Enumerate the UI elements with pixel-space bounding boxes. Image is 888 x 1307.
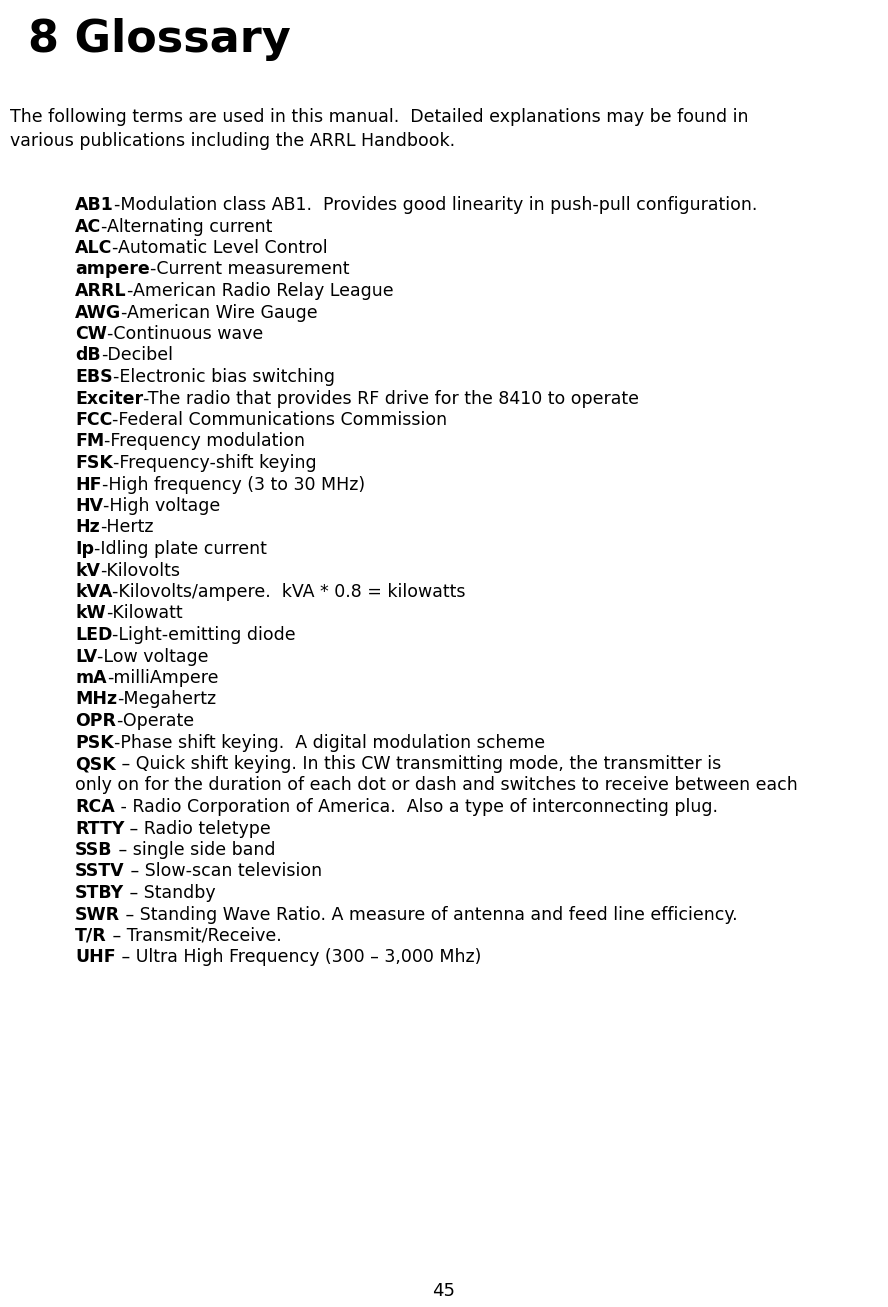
- Text: -Kilowatt: -Kilowatt: [106, 605, 182, 622]
- Text: Hz: Hz: [75, 519, 99, 536]
- Text: kVA: kVA: [75, 583, 113, 601]
- Text: CW: CW: [75, 325, 107, 342]
- Text: -Low voltage: -Low voltage: [98, 647, 209, 665]
- Text: -High voltage: -High voltage: [103, 497, 220, 515]
- Text: HF: HF: [75, 476, 101, 494]
- Text: -The radio that provides RF drive for the 8410 to operate: -The radio that provides RF drive for th…: [143, 389, 639, 408]
- Text: -Hertz: -Hertz: [99, 519, 154, 536]
- Text: T/R: T/R: [75, 927, 107, 945]
- Text: -American Radio Relay League: -American Radio Relay League: [127, 282, 393, 301]
- Text: -milliAmpere: -milliAmpere: [107, 669, 218, 687]
- Text: FSK: FSK: [75, 454, 113, 472]
- Text: OPR: OPR: [75, 712, 116, 731]
- Text: RTTY: RTTY: [75, 819, 124, 838]
- Text: -Frequency modulation: -Frequency modulation: [104, 433, 305, 451]
- Text: – Slow-scan television: – Slow-scan television: [124, 863, 321, 881]
- Text: ARRL: ARRL: [75, 282, 127, 301]
- Text: FCC: FCC: [75, 410, 113, 429]
- Text: -Modulation class AB1.  Provides good linearity in push-pull configuration.: -Modulation class AB1. Provides good lin…: [114, 196, 757, 214]
- Text: -Current measurement: -Current measurement: [150, 260, 349, 278]
- Text: – single side band: – single side band: [113, 840, 275, 859]
- Text: kW: kW: [75, 605, 106, 622]
- Text: mA: mA: [75, 669, 107, 687]
- Text: – Quick shift keying. In this CW transmitting mode, the transmitter is: – Quick shift keying. In this CW transmi…: [115, 755, 721, 772]
- Text: -Automatic Level Control: -Automatic Level Control: [113, 239, 328, 257]
- Text: HV: HV: [75, 497, 103, 515]
- Text: ampere: ampere: [75, 260, 150, 278]
- Text: QSK: QSK: [75, 755, 115, 772]
- Text: - Radio Corporation of America.  Also a type of interconnecting plug.: - Radio Corporation of America. Also a t…: [115, 799, 718, 816]
- Text: 8 Glossary: 8 Glossary: [28, 18, 290, 61]
- Text: LV: LV: [75, 647, 98, 665]
- Text: MHz: MHz: [75, 690, 117, 708]
- Text: SSTV: SSTV: [75, 863, 124, 881]
- Text: RCA: RCA: [75, 799, 115, 816]
- Text: -Electronic bias switching: -Electronic bias switching: [113, 369, 335, 386]
- Text: -Alternating current: -Alternating current: [101, 217, 273, 235]
- Text: -Federal Communications Commission: -Federal Communications Commission: [113, 410, 448, 429]
- Text: ALC: ALC: [75, 239, 113, 257]
- Text: – Transmit/Receive.: – Transmit/Receive.: [107, 927, 281, 945]
- Text: -Light-emitting diode: -Light-emitting diode: [113, 626, 296, 644]
- Text: 45: 45: [432, 1282, 456, 1300]
- Text: SSB: SSB: [75, 840, 113, 859]
- Text: -Idling plate current: -Idling plate current: [94, 540, 267, 558]
- Text: The following terms are used in this manual.  Detailed explanations may be found: The following terms are used in this man…: [10, 108, 749, 150]
- Text: LED: LED: [75, 626, 113, 644]
- Text: – Standby: – Standby: [124, 884, 216, 902]
- Text: EBS: EBS: [75, 369, 113, 386]
- Text: -Megahertz: -Megahertz: [117, 690, 217, 708]
- Text: -Kilovolts: -Kilovolts: [100, 562, 180, 579]
- Text: – Ultra High Frequency (300 – 3,000 Mhz): – Ultra High Frequency (300 – 3,000 Mhz): [115, 949, 481, 966]
- Text: Ip: Ip: [75, 540, 94, 558]
- Text: AC: AC: [75, 217, 101, 235]
- Text: dB: dB: [75, 346, 100, 365]
- Text: Exciter: Exciter: [75, 389, 143, 408]
- Text: -Continuous wave: -Continuous wave: [107, 325, 263, 342]
- Text: – Standing Wave Ratio. A measure of antenna and feed line efficiency.: – Standing Wave Ratio. A measure of ante…: [120, 906, 738, 924]
- Text: – Radio teletype: – Radio teletype: [124, 819, 271, 838]
- Text: -Operate: -Operate: [116, 712, 194, 731]
- Text: only on for the duration of each dot or dash and switches to receive between eac: only on for the duration of each dot or …: [75, 776, 797, 795]
- Text: SWR: SWR: [75, 906, 120, 924]
- Text: -High frequency (3 to 30 MHz): -High frequency (3 to 30 MHz): [101, 476, 365, 494]
- Text: UHF: UHF: [75, 949, 115, 966]
- Text: AB1: AB1: [75, 196, 114, 214]
- Text: -American Wire Gauge: -American Wire Gauge: [122, 303, 318, 322]
- Text: FM: FM: [75, 433, 104, 451]
- Text: PSK: PSK: [75, 733, 114, 752]
- Text: AWG: AWG: [75, 303, 122, 322]
- Text: kV: kV: [75, 562, 100, 579]
- Text: -Decibel: -Decibel: [100, 346, 172, 365]
- Text: -Phase shift keying.  A digital modulation scheme: -Phase shift keying. A digital modulatio…: [114, 733, 545, 752]
- Text: -Frequency-shift keying: -Frequency-shift keying: [113, 454, 316, 472]
- Text: -Kilovolts/ampere.  kVA * 0.8 = kilowatts: -Kilovolts/ampere. kVA * 0.8 = kilowatts: [113, 583, 466, 601]
- Text: STBY: STBY: [75, 884, 124, 902]
